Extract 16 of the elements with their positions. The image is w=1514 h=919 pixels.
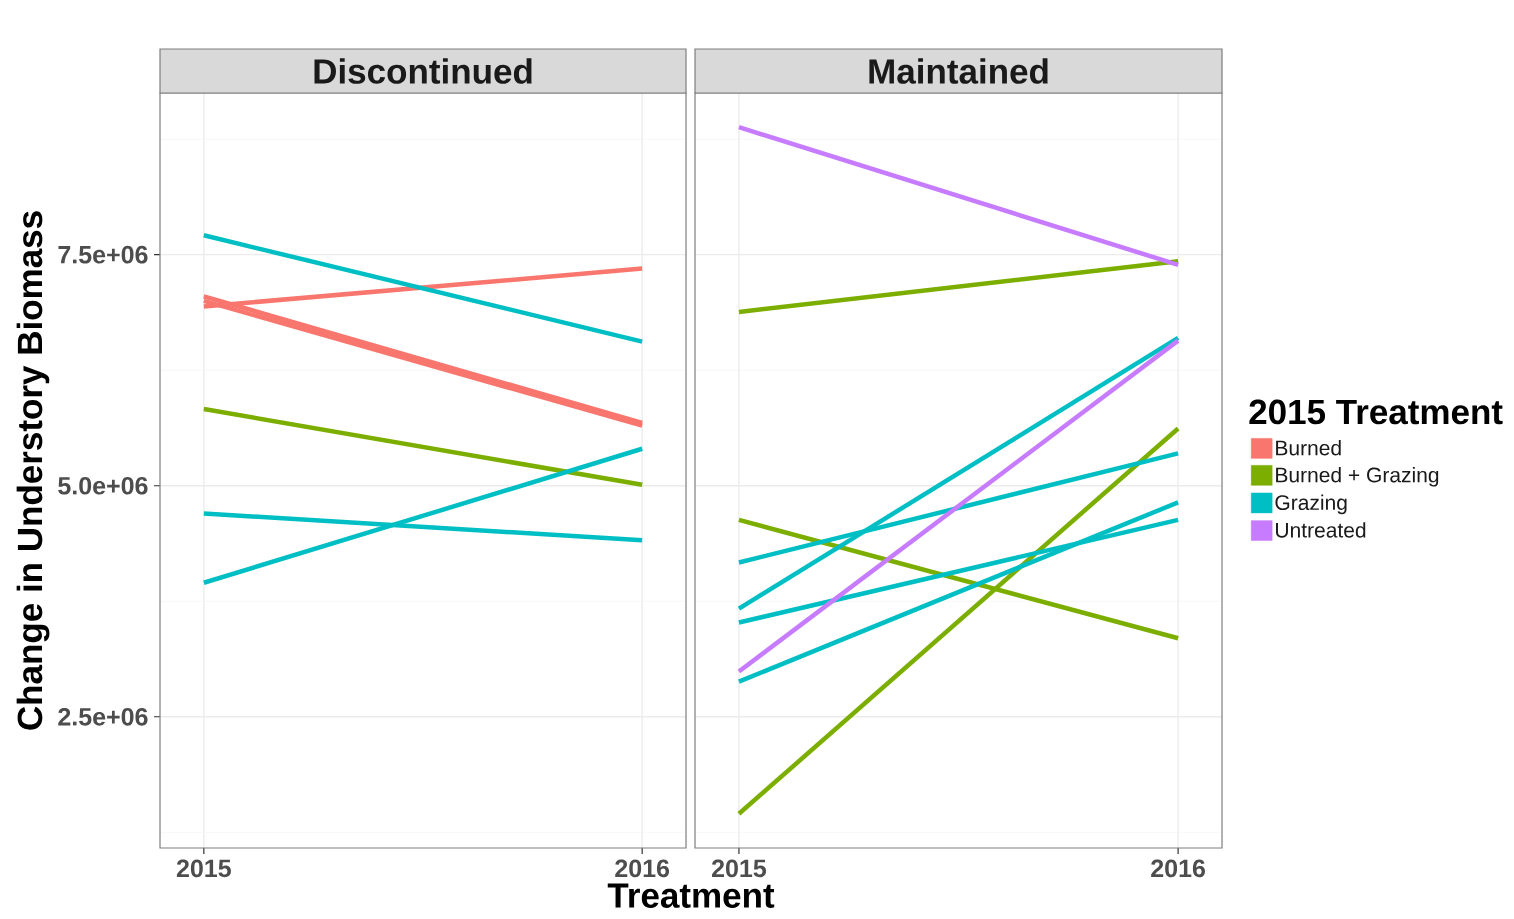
x-tick-label: 2016 — [1151, 859, 1205, 878]
x-axis-title: Treatment — [607, 883, 775, 908]
chart-title: Discontinued — [314, 58, 532, 84]
x-tick-label: 2015 — [711, 859, 767, 878]
legend-label: Burned — [1276, 440, 1341, 456]
y-tick-label: 7.5e+06 — [58, 245, 148, 264]
chart-title: Maintained — [869, 58, 1048, 84]
x-tick-label: 2015 — [176, 859, 231, 878]
y-axis-title: Change in Understory Biomass — [16, 211, 50, 730]
legend-label: Untreated — [1276, 522, 1366, 538]
legend-label: Grazing — [1275, 494, 1347, 515]
y-tick-label: 5.0e+06 — [58, 476, 148, 495]
legend-title: 2015 Treatment — [1249, 399, 1503, 425]
legend-label: Burned + Grazing — [1276, 466, 1439, 487]
x-tick-label: 2016 — [615, 859, 670, 878]
y-tick-label: 2.5e+06 — [58, 707, 148, 726]
